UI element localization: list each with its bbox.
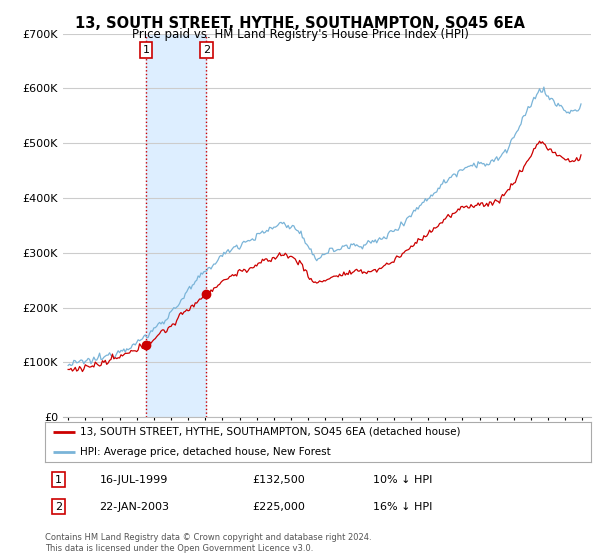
Text: 1: 1 — [55, 475, 62, 484]
Text: 1: 1 — [142, 45, 149, 55]
Text: Contains HM Land Registry data © Crown copyright and database right 2024.
This d: Contains HM Land Registry data © Crown c… — [45, 533, 371, 553]
Text: 2: 2 — [55, 502, 62, 512]
Text: £132,500: £132,500 — [253, 475, 305, 484]
Text: Price paid vs. HM Land Registry's House Price Index (HPI): Price paid vs. HM Land Registry's House … — [131, 28, 469, 41]
Text: 22-JAN-2003: 22-JAN-2003 — [100, 502, 170, 512]
Text: 16-JUL-1999: 16-JUL-1999 — [100, 475, 168, 484]
Text: 2: 2 — [203, 45, 210, 55]
Text: 13, SOUTH STREET, HYTHE, SOUTHAMPTON, SO45 6EA: 13, SOUTH STREET, HYTHE, SOUTHAMPTON, SO… — [75, 16, 525, 31]
Text: 10% ↓ HPI: 10% ↓ HPI — [373, 475, 432, 484]
Text: 13, SOUTH STREET, HYTHE, SOUTHAMPTON, SO45 6EA (detached house): 13, SOUTH STREET, HYTHE, SOUTHAMPTON, SO… — [80, 427, 461, 437]
Bar — [146, 34, 206, 417]
Text: 16% ↓ HPI: 16% ↓ HPI — [373, 502, 432, 512]
Text: £225,000: £225,000 — [253, 502, 305, 512]
Text: HPI: Average price, detached house, New Forest: HPI: Average price, detached house, New … — [80, 447, 331, 457]
